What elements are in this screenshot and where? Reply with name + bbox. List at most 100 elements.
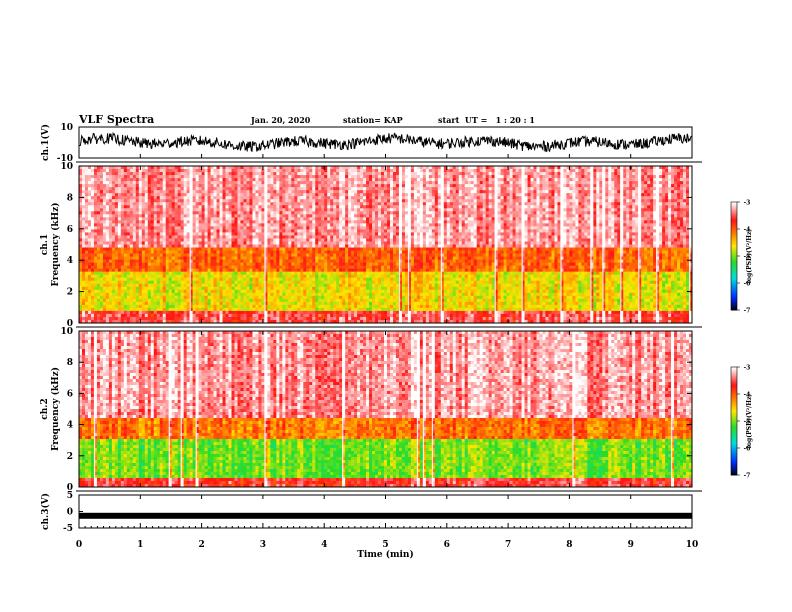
spectrogram-cell (100, 175, 103, 178)
spectrogram-cell (97, 175, 100, 178)
spectrogram-cell (193, 169, 196, 172)
spectrogram-cell (575, 184, 578, 187)
spectrogram-cell (88, 172, 91, 175)
spectrogram-cell (668, 172, 671, 175)
spectrogram-cell (112, 178, 115, 181)
spectrogram-cell (309, 175, 312, 178)
spectrogram-cell (569, 184, 572, 187)
spectrogram-cell (507, 184, 510, 187)
spectrogram-cell (166, 187, 169, 190)
spectrogram-cell (528, 169, 531, 172)
spectrogram-cell (211, 175, 214, 178)
spectrogram-cell (94, 187, 97, 190)
spectrogram-cell (184, 196, 187, 199)
spectrogram-cell (435, 193, 438, 196)
spectrogram-cell (680, 181, 683, 184)
spectrogram-cell (169, 193, 172, 196)
spectrogram-cell (169, 166, 172, 169)
spectrogram-cell (381, 175, 384, 178)
spectrogram-cell (169, 199, 172, 202)
spectrogram-cell (578, 181, 581, 184)
spectrogram-cell (578, 172, 581, 175)
spectrogram-cell (160, 196, 163, 199)
spectrogram-cell (82, 193, 85, 196)
spectrogram-cell (614, 166, 617, 169)
spectrogram-cell (683, 169, 686, 172)
spectrogram-cell (587, 175, 590, 178)
spectrogram-cell (112, 190, 115, 193)
spectrogram-cell (300, 187, 303, 190)
spectrogram-cell (243, 187, 246, 190)
spectrogram-cell (339, 196, 342, 199)
spectrogram-cell (291, 187, 294, 190)
spectrogram-cell (542, 166, 545, 169)
spectrogram-cell (345, 178, 348, 181)
spectrogram-cell (148, 196, 151, 199)
spectrogram-cell (554, 187, 557, 190)
spectrogram-cell (423, 166, 426, 169)
spectrogram-cell (106, 172, 109, 175)
spectrogram-cell (381, 184, 384, 187)
spectrogram-cell (288, 169, 291, 172)
spectrogram-cell (489, 166, 492, 169)
spectrogram-cell (267, 166, 270, 169)
spectrogram-cell (671, 169, 674, 172)
spectrogram-cell (172, 166, 175, 169)
spectrogram-cell (291, 166, 294, 169)
spectrogram-cell (154, 184, 157, 187)
spectrogram-cell (402, 181, 405, 184)
spectrogram-cell (525, 172, 528, 175)
spectrogram-cell (136, 169, 139, 172)
spectrogram-cell (378, 166, 381, 169)
spectrogram-cell (339, 166, 342, 169)
spectrogram-cell (211, 184, 214, 187)
spectrogram-cell (596, 181, 599, 184)
spectrogram-cell (623, 190, 626, 193)
spectrogram-cell (103, 196, 106, 199)
spectrogram-cell (351, 175, 354, 178)
spectrogram-cell (468, 178, 471, 181)
spectrogram-cell (88, 166, 91, 169)
spectrogram-cell (510, 187, 513, 190)
spectrogram-cell (282, 169, 285, 172)
spectrogram-cell (563, 187, 566, 190)
spectrogram-cell (450, 190, 453, 193)
spectrogram-cell (246, 166, 249, 169)
spectrogram-cell (240, 199, 243, 202)
spectrogram-cell (243, 193, 246, 196)
spectrogram-cell (360, 178, 363, 181)
spectrogram-cell (677, 187, 680, 190)
spectrogram-cell (507, 172, 510, 175)
spectrogram-cell (285, 190, 288, 193)
spectrogram-cell (178, 178, 181, 181)
spectrogram-cell (193, 196, 196, 199)
spectrogram-cell (608, 166, 611, 169)
spectrogram-cell (121, 184, 124, 187)
spectrogram-cell (234, 184, 237, 187)
spectrogram-cell (279, 175, 282, 178)
spectrogram-cell (294, 169, 297, 172)
spectrogram-cell (118, 187, 121, 190)
spectrogram-cell (510, 175, 513, 178)
spectrogram-cell (82, 166, 85, 169)
spectrogram-cell (229, 187, 232, 190)
spectrogram-cell (456, 166, 459, 169)
spectrogram-cell (375, 196, 378, 199)
spectrogram-cell (285, 178, 288, 181)
spectrogram-cell (641, 193, 644, 196)
spectrogram-cell (255, 184, 258, 187)
spectrogram-cell (563, 175, 566, 178)
spectrogram-cell (599, 193, 602, 196)
spectrogram-cell (226, 166, 229, 169)
spectrogram-cell (160, 187, 163, 190)
spectrogram-cell (593, 175, 596, 178)
spectrogram-cell (459, 175, 462, 178)
spectrogram-cell (232, 169, 235, 172)
spectrogram-cell (492, 181, 495, 184)
spectrogram-cell (617, 166, 620, 169)
spectrogram-cell (507, 193, 510, 196)
spectrogram-cell (258, 178, 261, 181)
spectrogram-cell (94, 190, 97, 193)
spectrogram-cell (557, 181, 560, 184)
spectrogram-cell (581, 196, 584, 199)
